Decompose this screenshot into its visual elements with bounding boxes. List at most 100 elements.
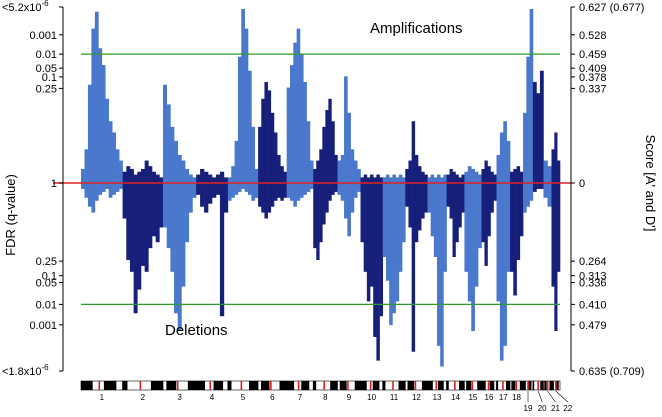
ideogram-band <box>279 381 287 390</box>
del-bar-chr11 <box>392 183 396 314</box>
del-bar-chr17 <box>499 183 504 361</box>
amp-bar-chr7 <box>309 160 314 183</box>
del-bar-chr12 <box>408 183 412 228</box>
chromosome-label: 22 <box>563 404 572 413</box>
amp-bar-chr5 <box>244 28 249 183</box>
del-bar-chr12 <box>421 183 425 219</box>
chromosome-label: 3 <box>177 393 182 402</box>
amp-bar-chr16 <box>481 168 485 183</box>
del-bar-chr3 <box>166 183 171 249</box>
del-bar-chr5 <box>237 183 242 192</box>
del-bar-chr11 <box>385 183 390 281</box>
amp-bar-chr5 <box>234 140 239 183</box>
amp-bar-chr12 <box>424 174 428 183</box>
del-bar-chr19 <box>526 183 530 207</box>
amp-bar-chr8 <box>313 168 317 183</box>
chromosome-label: 10 <box>367 393 376 402</box>
amp-bar-chr15 <box>474 171 479 183</box>
ideogram-band <box>532 381 535 390</box>
del-bar-chr14 <box>446 183 450 207</box>
centromere-mark <box>297 381 300 390</box>
amp-bar-chr5 <box>241 8 245 183</box>
del-bar-chr1 <box>94 183 99 201</box>
del-bar-chr1 <box>119 183 123 189</box>
del-bar-chr1 <box>91 183 96 213</box>
del-bar-chr19 <box>523 183 527 213</box>
del-bar-chr7 <box>306 183 311 192</box>
del-bar-chr13 <box>437 183 441 346</box>
left-axis-ticks: <5.2x10-60.0010.010.050.10.2510.250.10.0… <box>2 0 63 378</box>
right-tick-label: 0.410 <box>579 299 607 311</box>
del-bar-chr10 <box>379 183 384 317</box>
amp-bar-chr4 <box>204 171 209 183</box>
amp-bar-chr9 <box>357 168 361 183</box>
chromosome-label: 8 <box>323 393 328 402</box>
amp-bar-chr3 <box>192 177 197 183</box>
ideogram-band <box>360 381 367 390</box>
amp-bar-chr4 <box>200 168 205 183</box>
amp-bar-chr8 <box>331 121 335 183</box>
amp-bar-chr1 <box>108 121 113 183</box>
amp-bar-chr18 <box>510 171 514 183</box>
amp-bar-chr7 <box>299 53 304 183</box>
centromere-mark <box>209 381 212 390</box>
del-bar-chr3 <box>188 183 193 213</box>
del-bar-chr5 <box>248 183 252 195</box>
del-bar-chr3 <box>174 183 179 314</box>
del-bar-chr17 <box>506 183 511 272</box>
chromosome-label: 6 <box>270 393 275 402</box>
amp-bar-chr22 <box>557 160 561 183</box>
right-tick-label: 0.313 <box>579 271 607 283</box>
del-bar-chr5 <box>244 183 249 192</box>
del-bar-chr2 <box>122 183 127 219</box>
amp-bar-chr2 <box>129 168 134 183</box>
del-bar-chr20 <box>536 183 541 189</box>
amp-bar-chr9 <box>340 154 345 183</box>
ideogram-band <box>523 381 526 390</box>
amp-bar-chr1 <box>105 98 110 183</box>
amp-bar-chr8 <box>334 154 338 183</box>
right-tick-label: 0.459 <box>579 49 607 61</box>
amp-bar-chr20 <box>532 81 537 183</box>
del-bar-chr8 <box>334 183 338 192</box>
amp-bar-chr5 <box>248 70 252 183</box>
chromosome-label: 13 <box>433 393 442 402</box>
del-bar-chr8 <box>316 183 320 260</box>
centromere-mark <box>240 381 243 390</box>
centromere-mark <box>414 381 417 390</box>
del-bar-chr14 <box>455 183 459 243</box>
del-bar-chr10 <box>376 183 380 361</box>
amp-bar-chr22 <box>551 149 555 183</box>
del-bar-chr12 <box>414 183 419 243</box>
reference-lines <box>53 53 571 305</box>
amp-bar-chr6 <box>264 81 268 183</box>
del-bar-chr1 <box>98 183 103 195</box>
amp-bar-chr5 <box>237 56 242 183</box>
amp-bar-chr5 <box>231 166 235 183</box>
amp-bar-chr17 <box>496 154 501 183</box>
del-bar-chr1 <box>112 183 116 195</box>
amp-bar-chr10 <box>363 174 368 183</box>
left-tick-label: 0.1 <box>42 72 57 84</box>
amp-bar-chr11 <box>385 174 390 183</box>
chromosome-label: 5 <box>241 393 246 402</box>
del-bar-chr10 <box>363 183 368 272</box>
del-bar-chr3 <box>185 183 190 243</box>
del-bar-chr5 <box>241 183 245 189</box>
amp-bar-chr9 <box>344 76 348 183</box>
left-tick-exponent: -6 <box>41 0 49 8</box>
ideogram-band <box>398 381 406 390</box>
ideogram-band <box>551 381 554 390</box>
amp-bar-chr3 <box>174 140 179 183</box>
amp-bar-chr1 <box>98 48 103 184</box>
amp-bar-chr14 <box>452 171 456 183</box>
del-bar-chr2 <box>129 183 134 272</box>
left-tick-label: 0.05 <box>36 277 57 289</box>
del-bar-chr8 <box>328 183 332 201</box>
del-bar-chr4 <box>204 183 209 213</box>
del-bar-chr11 <box>402 183 406 243</box>
amp-bar-chr2 <box>140 168 145 183</box>
del-bar-chr9 <box>337 183 342 195</box>
amp-bar-chr13 <box>430 174 435 183</box>
